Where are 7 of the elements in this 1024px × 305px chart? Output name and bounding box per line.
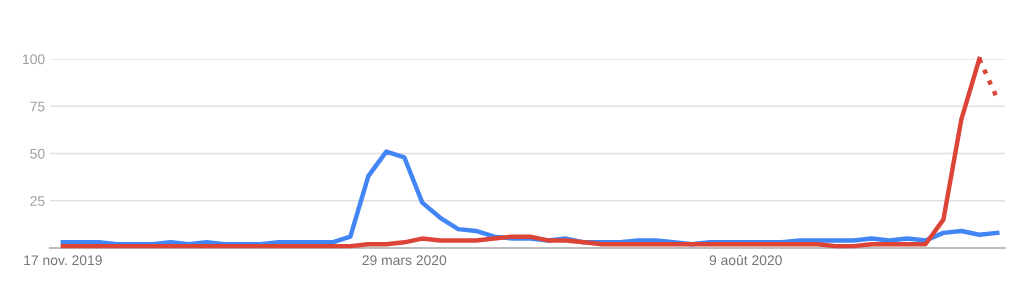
x-tick-label: 29 mars 2020: [362, 255, 447, 266]
x-tick-label: 9 août 2020: [709, 254, 782, 266]
y-tick-label: 100: [23, 54, 45, 65]
y-tick-label: 25: [30, 196, 45, 206]
y-tick-label: 50: [30, 148, 45, 159]
x-tick-label: 17 nov. 2019: [24, 255, 102, 266]
y-tick-label: 75: [30, 101, 45, 112]
